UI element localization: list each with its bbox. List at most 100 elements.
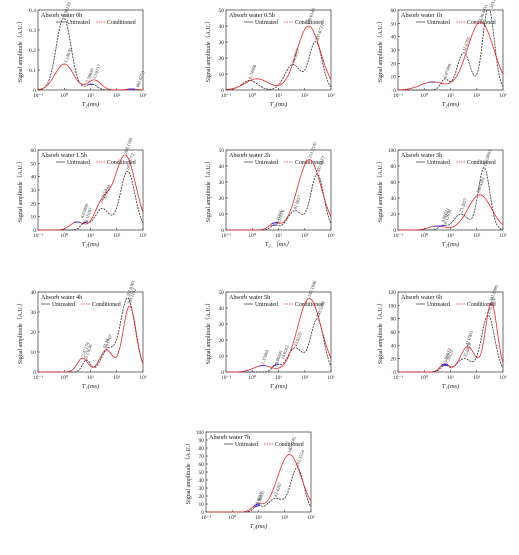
x-tick-label: 10¹ (447, 93, 455, 99)
x-tick-label: 10³ (139, 375, 147, 381)
y-tick-label: 80 (391, 164, 397, 170)
y-tick-label: 20 (391, 357, 397, 363)
peak-label: 43.6229 (293, 331, 303, 347)
x-tick-label: 10⁰ (420, 374, 429, 381)
y-tick-label: 100 (388, 303, 397, 309)
y-tick-label: 40 (391, 196, 397, 202)
x-tick-label: 10¹ (447, 233, 455, 239)
chart-title: Absorb water 2h (229, 152, 271, 159)
x-axis-label: T₂(ms) (82, 383, 99, 390)
x-tick-label: 10⁻¹ (393, 93, 403, 99)
y-tick-label: 40 (391, 343, 397, 349)
peak-label: 33.6784 (102, 184, 112, 200)
series-conditioned-line (398, 22, 503, 90)
x-tick-label: 10⁰ (248, 92, 257, 99)
x-tick-label: 10⁰ (420, 232, 429, 239)
y-tick-label: 20 (391, 61, 397, 67)
y-tick-label: 30 (31, 188, 37, 194)
y-tick-label: 50 (31, 161, 37, 167)
x-axis-label: T₂(ms) (442, 383, 459, 390)
x-tick-label: 10⁰ (60, 232, 69, 239)
x-tick-label: 10⁻¹ (33, 93, 43, 99)
chart-title: Absorb water 0.5h (229, 12, 276, 19)
x-tick-label: 10² (473, 375, 481, 381)
peak-label: 136.4411 (478, 3, 489, 21)
legend-label-conditioned: Conditioned (92, 302, 121, 308)
y-axis-label: Signal amplitude（A.U.） (205, 300, 212, 365)
x-tick-label: 10³ (499, 233, 507, 239)
y-tick-label: 10 (219, 212, 225, 218)
x-tick-label: 10³ (327, 375, 335, 381)
y-axis-label: Signal amplitude（A.U.） (377, 158, 384, 223)
legend-label-untreated: Untreated (67, 20, 90, 26)
x-axis-label: T₂(ms) (270, 383, 287, 390)
y-tick-label: 120 (388, 290, 397, 296)
y-tick-label: 80 (199, 446, 205, 452)
y-tick-label: 50 (219, 8, 225, 14)
y-tick-label: 40 (391, 35, 397, 41)
peak-highlight (271, 225, 277, 226)
x-tick-label: 10¹ (87, 93, 95, 99)
y-tick-label: 20 (219, 56, 225, 62)
x-tick-label: 10¹ (87, 375, 95, 381)
peak-label: 291.3554 (295, 449, 306, 468)
y-tick-label: 0.3 (29, 28, 36, 34)
y-tick-label: 20 (31, 330, 37, 336)
y-tick-label: 30 (219, 180, 225, 186)
peak-label: 208.1166 (123, 136, 134, 154)
x-tick-label: 10² (473, 93, 481, 99)
chart-title: Absorb water 6h (401, 294, 443, 301)
x-tick-label: 10⁰ (248, 374, 257, 381)
y-tick-label: 20 (199, 494, 205, 500)
y-tick-label: 40 (219, 24, 225, 30)
x-tick-label: 10³ (327, 233, 335, 239)
x-tick-label: 10⁻¹ (393, 233, 403, 239)
x-tick-label: 10¹ (275, 375, 283, 381)
y-tick-label: 30 (219, 40, 225, 46)
y-tick-label: 10 (219, 72, 225, 78)
chart-title: Absorb water 7h (209, 434, 251, 441)
legend-label-untreated: Untreated (255, 302, 278, 308)
y-tick-label: 0.1 (29, 68, 36, 74)
y-tick-label: 60 (199, 462, 205, 468)
y-tick-label: 60 (31, 148, 37, 154)
chart-title: Absorb water 1h (401, 12, 443, 19)
y-tick-label: 100 (388, 148, 397, 154)
y-tick-label: 0.2 (29, 48, 36, 54)
x-tick-label: 10⁻¹ (221, 93, 231, 99)
x-tick-label: 10⁻¹ (393, 375, 403, 381)
peak-label: 13.8717 (92, 63, 102, 79)
peak-label: 343.1888 (489, 0, 500, 9)
peak-label: 43.4287 (273, 481, 283, 497)
x-tick-label: 10¹ (275, 93, 283, 99)
x-tick-label: 10² (301, 93, 309, 99)
y-tick-label: 70 (199, 454, 205, 460)
x-tick-label: 10⁻¹ (221, 375, 231, 381)
y-tick-label: 60 (391, 180, 397, 186)
x-axis-label: T₂(ms) (250, 523, 267, 530)
x-axis-label: T₂(ms) (442, 101, 459, 108)
y-tick-label: 50 (391, 21, 397, 27)
y-axis-label: Signal amplitude（A.U.） (377, 18, 384, 83)
y-tick-label: 80 (391, 317, 397, 323)
x-axis-label: T₂(ms) (82, 101, 99, 108)
y-axis-label: Signal amplitude（A.U.） (205, 158, 212, 223)
x-tick-label: 10³ (327, 93, 335, 99)
y-tick-label: 20 (31, 201, 37, 207)
y-tick-label: 10 (31, 350, 37, 356)
x-axis-label: T₂(ms) (270, 101, 287, 108)
x-tick-label: 10⁰ (60, 374, 69, 381)
y-axis-label: Signal amplitude（A.U.） (17, 158, 24, 223)
legend-label-untreated: Untreated (427, 20, 450, 26)
y-axis-label: Signal amplitude（A.U.） (377, 300, 384, 365)
y-tick-label: 50 (199, 470, 205, 476)
series-conditioned-line (38, 306, 143, 372)
x-tick-label: 10² (113, 375, 121, 381)
